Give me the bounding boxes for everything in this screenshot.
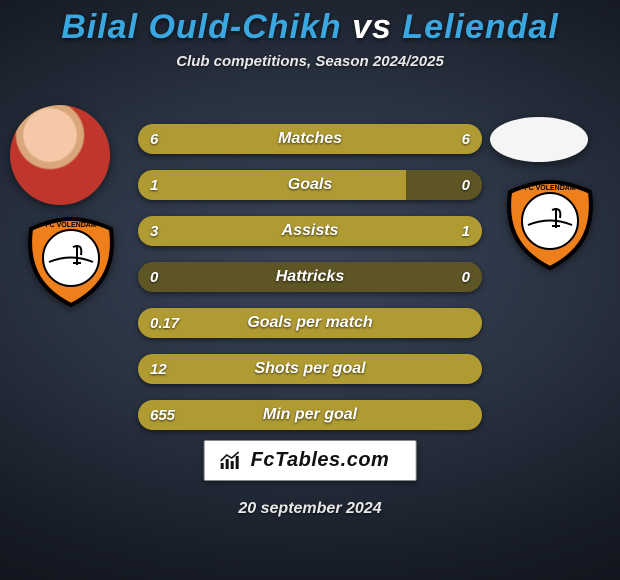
subtitle: Club competitions, Season 2024/2025 [0,53,620,70]
stat-bar: 0.17Goals per match [138,308,482,338]
bar-fill-left [138,308,482,338]
title-vs: vs [352,8,392,46]
bar-track [138,262,482,292]
title-player-2: Leliendal [402,8,558,46]
title-player-1: Bilal Ould-Chikh [61,8,341,46]
bar-fill-right [310,124,482,154]
stat-bar: 66Matches [138,124,482,154]
bar-fill-left [138,124,310,154]
bar-fill-left [138,216,396,246]
stat-bar: 655Min per goal [138,400,482,430]
page-title: Bilal Ould-Chikh vs Leliendal [0,0,620,47]
bar-fill-left [138,170,406,200]
date-text: 20 september 2024 [0,500,620,518]
bar-fill-right [396,216,482,246]
brand-text: FcTables.com [251,449,390,471]
stat-bar: 31Assists [138,216,482,246]
club-badge-right: FC VOLENDAM [500,178,600,270]
stat-bar: 10Goals [138,170,482,200]
comparison-bars: 66Matches 10Goals 31Assists 00Hattricks 0.17… [138,124,482,446]
brand-badge: FcTables.com [204,440,417,481]
svg-text:FC VOLENDAM: FC VOLENDAM [524,185,576,192]
bar-fill-left [138,354,482,384]
stat-bar: 00Hattricks [138,262,482,292]
club-badge-left: FC VOLENDAM [21,215,121,307]
player-2-avatar [490,117,588,162]
stat-bar: 12Shots per goal [138,354,482,384]
bar-fill-left [138,400,482,430]
player-1-avatar [10,105,110,205]
chart-icon [219,451,243,471]
svg-text:FC VOLENDAM: FC VOLENDAM [45,222,97,229]
